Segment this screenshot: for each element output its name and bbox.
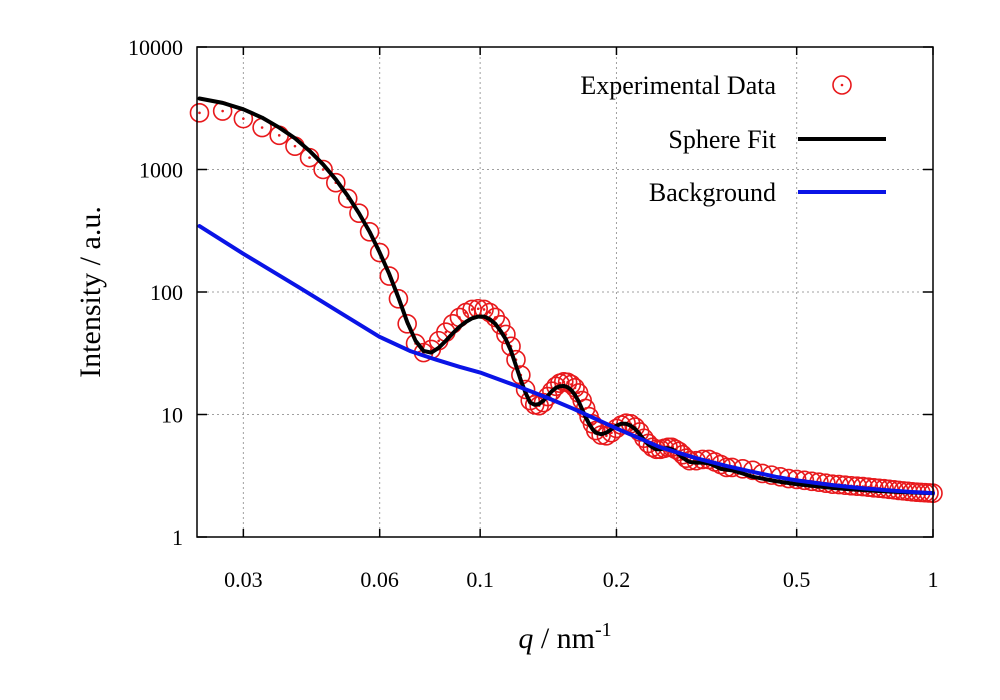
x-tick-label: 0.2 [603,567,631,592]
x-axis-title-exponent: -1 [595,619,612,641]
data-point [397,314,417,334]
data-point [557,372,578,393]
data-point-dot [242,117,245,120]
data-point [585,420,606,441]
y-tick-label: 1000 [139,158,183,183]
data-point [359,222,380,242]
grid [197,47,933,537]
legend-marker-experimental-data [832,75,852,95]
data-point-dot [277,134,281,137]
x-axis-title-unit: / nm [533,622,595,655]
data-point [388,289,409,309]
legend-marker-dot [840,83,844,87]
data-point-dot [464,311,468,314]
data-point-dot [198,111,201,115]
data-point-dot [570,383,573,386]
data-point-dot [470,308,474,311]
y-tick-label: 10 [161,403,183,428]
data-point-dot [221,109,224,113]
data-point [379,266,400,286]
data-point-dot [308,156,311,159]
legend-label-sphere-fit: Sphere Fit [668,125,776,154]
data-point-dot [444,330,448,334]
x-axis-title-variable: q [518,622,533,655]
x-tick-label: 0.06 [360,567,399,592]
data-point-dot [573,386,577,390]
data-point-dot [499,323,502,327]
data-point-dot [321,168,325,171]
x-tick-label: 1 [928,567,939,592]
data-point-dot [482,308,486,311]
data-point [313,159,333,180]
sphere-fit-line [197,96,935,496]
axes: 0.03 0.06 0.1 0.2 0.5 1 1 10 100 1000 10000 [128,35,939,592]
data-point [672,444,693,465]
data-point [325,172,346,193]
legend: Experimental Data Sphere Fit Background [580,71,886,207]
background-line [197,224,935,496]
data-point-dot [293,144,297,148]
data-point [369,242,390,263]
data-point-dot [610,431,613,435]
data-point [515,379,536,400]
data-point [349,203,369,223]
y-tick-label: 100 [150,280,183,305]
x-axis-title: q / nm-1 [518,619,611,655]
x-tick-label: 0.03 [224,567,263,592]
data-point [606,418,627,439]
data-point [596,426,617,446]
data-point-dot [605,434,608,438]
legend-label-background: Background [649,178,776,207]
data-point-dot [260,126,264,129]
y-tick-label: 1 [172,525,183,550]
data-point-dot [476,307,480,311]
data-point [189,103,210,123]
y-axis-title: Intensity / a.u. [74,206,107,378]
plot-area [189,96,943,503]
data-point-dot [437,339,441,343]
x-tick-label: 0.5 [783,567,811,592]
x-tick-label: 0.1 [466,567,494,592]
legend-label-experimental-data: Experimental Data [580,71,776,100]
y-tick-label: 10000 [128,35,183,60]
data-point [337,188,358,209]
